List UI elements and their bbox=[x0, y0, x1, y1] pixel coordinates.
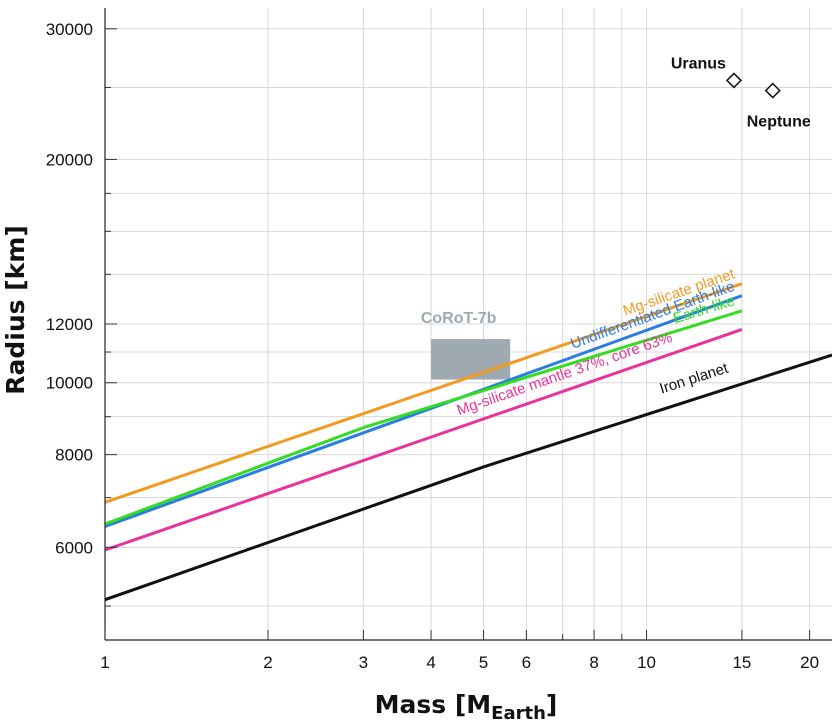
x-tick-label: 10 bbox=[637, 653, 656, 672]
y-tick-label: 10000 bbox=[46, 374, 93, 393]
region-layer bbox=[431, 339, 511, 380]
y-axis-ticks: 6000 8000 10000 12000 20000 30000 bbox=[46, 20, 117, 607]
corot-7b-label: CoRoT-7b bbox=[421, 310, 497, 327]
series-line bbox=[104, 282, 743, 504]
x-tick-label: 6 bbox=[522, 653, 531, 672]
series-line bbox=[104, 327, 743, 552]
x-axis-title: Mass [MEarth] bbox=[375, 690, 558, 722]
planet-marker bbox=[725, 72, 743, 89]
y-tick-label: 20000 bbox=[46, 150, 93, 169]
x-tick-label: 2 bbox=[263, 653, 272, 672]
series-line bbox=[104, 353, 832, 602]
x-tick-label: 15 bbox=[732, 653, 751, 672]
x-tick-label: 5 bbox=[479, 653, 488, 672]
y-tick-label: 30000 bbox=[46, 20, 93, 39]
y-tick-label: 6000 bbox=[55, 538, 93, 557]
x-tick-label: 1 bbox=[100, 653, 109, 672]
y-tick-label: 8000 bbox=[55, 446, 93, 465]
x-tick-label: 4 bbox=[426, 653, 435, 672]
x-axis-ticks: 1 2 3 4 5 6 8 10 15 20 bbox=[100, 630, 819, 672]
x-tick-label: 3 bbox=[359, 653, 368, 672]
x-tick-label: 20 bbox=[800, 653, 819, 672]
planet-marker bbox=[764, 82, 781, 99]
x-tick-label: 8 bbox=[589, 653, 598, 672]
y-axis-title: Radius [km] bbox=[1, 225, 30, 395]
planet-label: Uranus bbox=[671, 55, 726, 72]
series-line bbox=[104, 294, 743, 528]
series-layer bbox=[104, 282, 832, 602]
y-gridlines bbox=[105, 28, 832, 607]
planet-layer: Uranus Neptune bbox=[671, 55, 811, 130]
series-line bbox=[104, 309, 743, 526]
corot-7b-region bbox=[431, 339, 511, 380]
planet-label: Neptune bbox=[747, 114, 811, 131]
x-axis-title-subscript: Earth bbox=[491, 703, 546, 722]
y-tick-label: 12000 bbox=[46, 315, 93, 334]
